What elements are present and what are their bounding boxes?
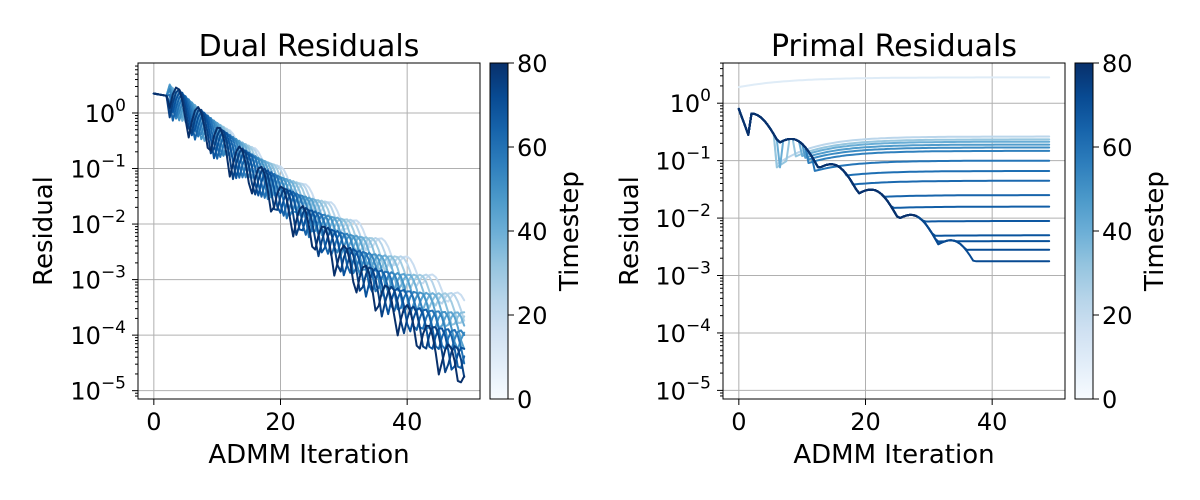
- y-axis-label: Residual: [29, 176, 59, 286]
- y-tick-label: 100: [670, 86, 711, 118]
- y-tick-label: 10−4: [655, 316, 711, 348]
- x-tick-label: 20: [265, 408, 296, 436]
- y-tick-label: 10−5: [70, 374, 126, 406]
- y-tick-base: 10: [70, 378, 101, 406]
- primal-series-line: [737, 107, 1051, 166]
- primal-series-line: [737, 107, 918, 219]
- primal-series-line: [737, 107, 918, 219]
- x-tick-label: 20: [850, 408, 881, 436]
- primal-series-line: [737, 107, 1051, 251]
- y-tick-label: 10−1: [70, 152, 126, 184]
- colorbar-label: Timestep: [555, 171, 585, 292]
- dual-series-line: [152, 88, 466, 378]
- x-axis-label: ADMM Iteration: [208, 440, 409, 470]
- y-tick-base: 10: [670, 90, 701, 118]
- primal-series-line: [737, 107, 918, 219]
- colorbar-tick-label: 80: [517, 50, 548, 78]
- axes-frame: [722, 62, 1066, 400]
- colorbar-fill: [489, 62, 509, 400]
- grid: [138, 63, 480, 399]
- y-tick-base: 10: [85, 100, 116, 128]
- y-tick-base: 10: [655, 205, 686, 233]
- x-tick-label: 0: [146, 408, 161, 436]
- y-tick-base: 10: [655, 377, 686, 405]
- y-tick-label: 10−2: [655, 201, 711, 233]
- y-tick-label: 10−2: [70, 207, 126, 239]
- axes-frame: [137, 62, 481, 400]
- y-tick-exponent: −3: [101, 263, 126, 283]
- y-tick-base: 10: [70, 322, 101, 350]
- colorbar-tick-label: 20: [517, 302, 548, 330]
- y-tick-label: 10−1: [655, 144, 711, 176]
- y-tick-label: 10−5: [655, 373, 711, 405]
- y-tick-label: 10−3: [655, 259, 711, 291]
- colorbar-tick-label: 40: [1102, 218, 1133, 246]
- primal-series-line: [737, 107, 1051, 263]
- colorbar-tick-label: 20: [1102, 302, 1133, 330]
- colorbar-tick-label: 0: [1102, 386, 1117, 414]
- chart-title: Primal Residuals: [771, 29, 1017, 64]
- y-tick-base: 10: [70, 211, 101, 239]
- y-tick-exponent: −2: [101, 207, 126, 227]
- primal-series-line: [737, 107, 1051, 223]
- y-tick-exponent: −5: [686, 373, 711, 393]
- colorbar-fill: [1074, 62, 1094, 400]
- y-tick-base: 10: [70, 156, 101, 184]
- colorbar-label: Timestep: [1140, 171, 1170, 292]
- colorbar-tick-label: 80: [1102, 50, 1133, 78]
- primal-series-line: [737, 107, 937, 240]
- series-group: [152, 83, 466, 384]
- y-tick-label: 100: [85, 96, 126, 128]
- colorbar-tick-label: 40: [517, 218, 548, 246]
- y-tick-label: 10−3: [70, 263, 126, 295]
- grid: [723, 63, 1065, 399]
- primal-series-line: [737, 76, 1051, 89]
- y-tick-base: 10: [655, 148, 686, 176]
- x-tick-label: 40: [977, 408, 1008, 436]
- y-tick-exponent: −1: [686, 144, 711, 164]
- primal-series-line: [737, 107, 918, 219]
- chart-title: Dual Residuals: [199, 29, 420, 64]
- y-tick-exponent: −5: [101, 374, 126, 394]
- y-tick-label: 10−4: [70, 318, 126, 350]
- dual-series-line: [152, 86, 466, 384]
- y-tick-exponent: −2: [686, 201, 711, 221]
- y-tick-exponent: 0: [115, 96, 126, 116]
- y-tick-exponent: −1: [101, 152, 126, 172]
- colorbar-tick-label: 0: [517, 386, 532, 414]
- y-tick-base: 10: [655, 320, 686, 348]
- y-tick-exponent: −4: [101, 318, 126, 338]
- y-axis-label: Residual: [615, 176, 645, 286]
- y-tick-exponent: −3: [686, 259, 711, 279]
- colorbar-tick-label: 60: [517, 134, 548, 162]
- y-tick-base: 10: [655, 263, 686, 291]
- series-group: [737, 76, 1051, 263]
- y-tick-exponent: −4: [686, 316, 711, 336]
- y-tick-exponent: 0: [700, 86, 711, 106]
- x-tick-label: 40: [392, 408, 423, 436]
- y-tick-base: 10: [70, 267, 101, 295]
- colorbar: 0 20 40 60 80 Timestep: [1074, 50, 1170, 414]
- x-axis-label: ADMM Iteration: [793, 440, 994, 470]
- colorbar: 0 20 40 60 80 Timestep: [489, 50, 585, 414]
- colorbar-tick-label: 60: [1102, 134, 1133, 162]
- x-tick-label: 0: [731, 408, 746, 436]
